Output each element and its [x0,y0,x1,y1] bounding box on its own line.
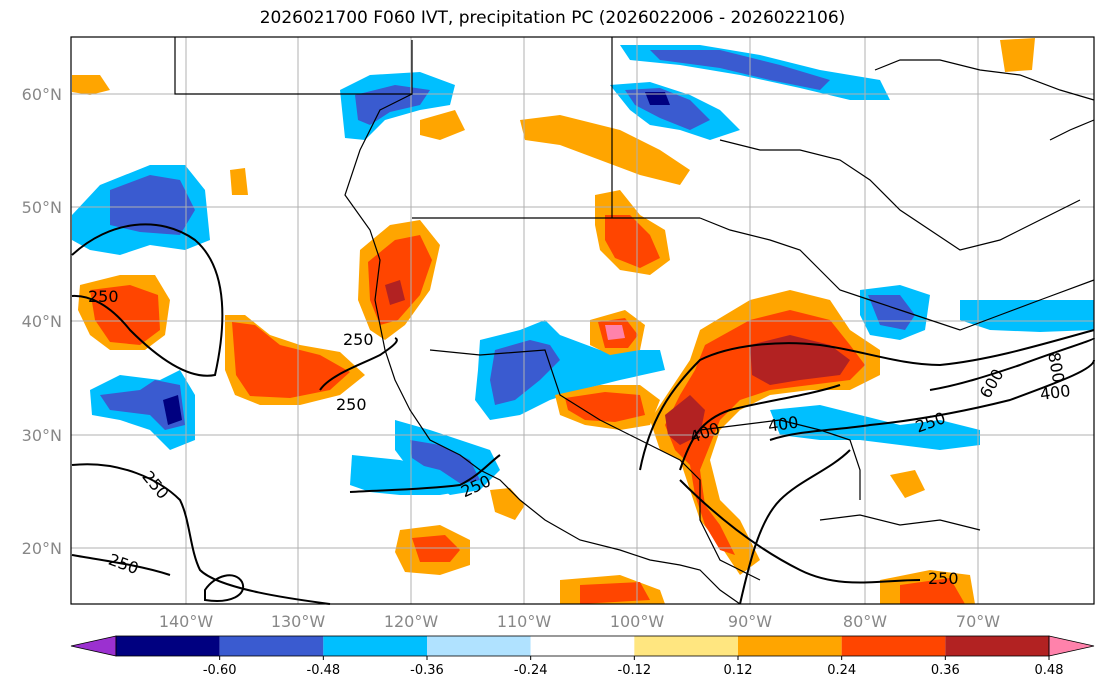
lon-label: 140°W [159,612,214,631]
colorbar-segment [427,636,531,656]
colorbar-segment [530,636,635,656]
lon-label: 80°W [843,612,887,631]
colorbar-outline [115,635,1050,657]
colorbar-tick-label: -0.36 [410,663,444,678]
lat-label: 30°N [22,426,62,445]
colorbar-extend-left [70,635,117,657]
lat-label: 50°N [22,198,62,217]
lon-label: 100°W [610,612,665,631]
colorbar-tick-label: -0.60 [203,663,237,678]
precip-shading [72,38,1094,604]
colorbar-tick-label: -0.12 [618,663,652,678]
lon-label: 130°W [271,612,326,631]
contour-label: 400 [1039,381,1072,404]
lat-label: 60°N [22,85,62,104]
colorbar-segment [219,636,324,656]
contour-label: 250 [928,569,959,588]
map-title: 2026021700 F060 IVT, precipitation PC (2… [259,8,846,28]
colorbar-tick-label: -0.24 [514,663,548,678]
colorbar-segment [116,636,220,656]
latitude-labels: 60°N 50°N 40°N 30°N 20°N [22,85,62,558]
contour-label: 250 [336,395,367,414]
colorbar-segment [738,636,842,656]
colorbar-tick-label: 0.36 [931,663,960,678]
lat-label: 40°N [22,312,62,331]
ivt-contours [71,223,1095,605]
colorbar-segment [945,636,1049,656]
colorbar: -0.60 -0.48 -0.36 -0.24 -0.12 0.12 0.24 0.36 0.4… [70,635,1095,678]
colorbar-segment [323,636,427,656]
colorbar-tick-label: 0.12 [724,663,753,678]
lon-label: 70°W [956,612,1000,631]
lat-label: 20°N [22,539,62,558]
lon-label: 120°W [384,612,439,631]
map-gridlines [71,37,1094,604]
colorbar-segment [634,636,738,656]
colorbar-tick-label: 0.48 [1035,663,1064,678]
contour-label: 250 [343,330,374,349]
lon-label: 110°W [497,612,552,631]
colorbar-tick-label: 0.24 [827,663,856,678]
contour-label: 400 [767,413,800,436]
lon-label: 90°W [728,612,772,631]
map-frame [70,36,1095,605]
colorbar-tick-label: -0.48 [307,663,341,678]
longitude-labels: 140°W 130°W 120°W 110°W 100°W 90°W 80°W … [159,612,1000,631]
contour-label: 250 [88,287,119,306]
colorbar-extend-right [1048,635,1095,657]
colorbar-segment [841,636,946,656]
